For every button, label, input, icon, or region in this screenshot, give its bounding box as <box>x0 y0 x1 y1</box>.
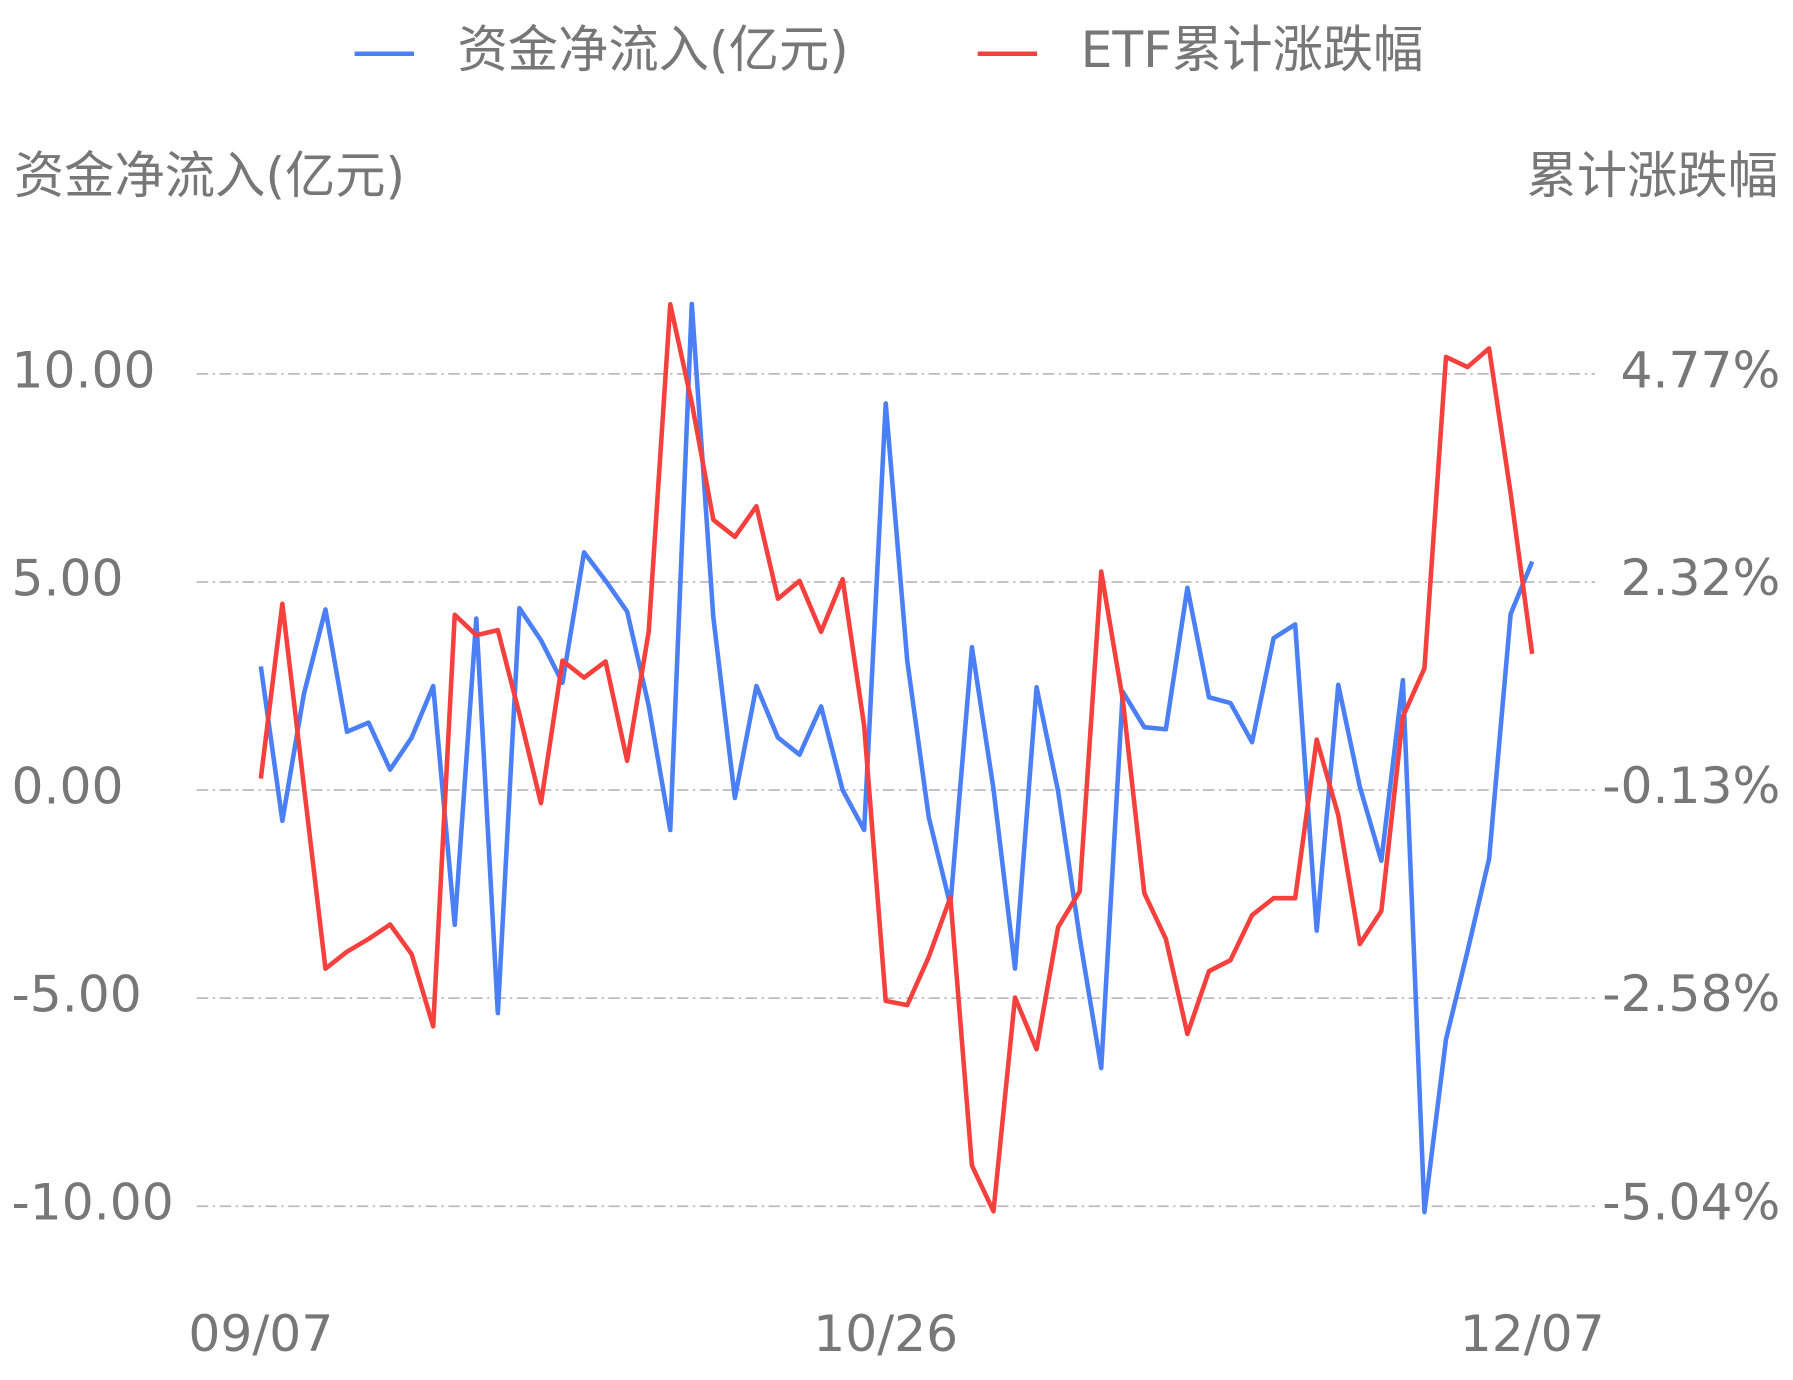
y-tick-label: -10.00 <box>12 1173 174 1232</box>
x-tick-label: 10/26 <box>813 1304 958 1363</box>
y2-axis-title: 累计涨跌幅 <box>1527 146 1778 205</box>
data-line <box>258 302 1535 1214</box>
y-tick-label: 5.00 <box>12 548 124 607</box>
y2-tick-label: -2.58% <box>1602 964 1780 1023</box>
legend-label: ETF累计涨跌幅 <box>1081 20 1424 79</box>
x-tick-label: 09/07 <box>188 1304 333 1363</box>
y-tick-label: -5.00 <box>12 965 142 1024</box>
y-tick-label: 0.00 <box>12 757 124 816</box>
y2-tick-label: -5.04% <box>1602 1173 1780 1232</box>
y2-tick-label: 2.32% <box>1621 548 1781 607</box>
x-tick-label: 12/07 <box>1460 1304 1605 1363</box>
y2-tick-label: 4.77% <box>1621 340 1781 399</box>
y2-tick-label: -0.13% <box>1602 756 1780 815</box>
y-axis-title: 资金净流入(亿元) <box>14 146 405 205</box>
data-line <box>258 301 1535 1215</box>
y-tick-label: 10.00 <box>12 340 156 399</box>
legend-label: 资金净流入(亿元) <box>457 20 848 79</box>
